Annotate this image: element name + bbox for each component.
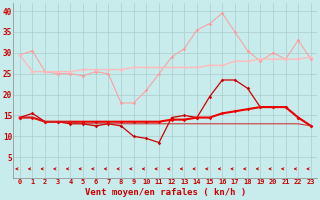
X-axis label: Vent moyen/en rafales ( kn/h ): Vent moyen/en rafales ( kn/h ) — [85, 188, 246, 197]
